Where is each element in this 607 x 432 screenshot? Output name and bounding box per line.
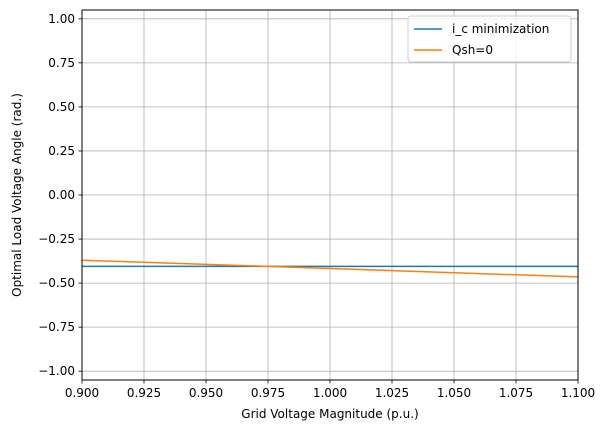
legend: i_c minimization Qsh=0 [407,15,572,63]
series-line-qsh-0 [81,259,579,278]
y-tick-label: −0.75 [38,320,75,334]
x-axis-ticks: 0.900 0.925 0.950 0.975 1.000 1.025 1.050 1.075… [65,380,595,400]
x-tick-label: 1.025 [375,386,409,400]
grid-lines [81,10,579,380]
x-tick-label: 0.900 [65,386,99,400]
y-tick-label: 0.25 [48,144,75,158]
y-tick-label: 0.50 [48,100,75,114]
y-axis-label: Optimal Load Voltage Angle (rad.) [10,93,24,297]
y-tick-label: −0.50 [38,276,75,290]
x-tick-label: 1.050 [437,386,471,400]
x-tick-label: 1.075 [499,386,533,400]
x-tick-label: 0.925 [127,386,161,400]
y-tick-label: 0.00 [48,188,75,202]
legend-box [407,15,572,63]
legend-label-qsh-0: Qsh=0 [452,43,493,57]
y-tick-label: 0.75 [48,56,75,70]
x-tick-label: 1.000 [313,386,347,400]
y-axis-ticks: −1.00 −0.75 −0.50 −0.25 0.00 0.25 0.50 0.75 1.00 [38,12,82,378]
y-tick-label: −1.00 [38,364,75,378]
x-tick-label: 0.950 [189,386,223,400]
y-tick-label: 1.00 [48,12,75,26]
y-tick-label: −0.25 [38,232,75,246]
x-tick-label: 1.100 [561,386,595,400]
series-lines [81,259,579,278]
x-axis-label: Grid Voltage Magnitude (p.u.) [241,407,418,421]
x-tick-label: 0.975 [251,386,285,400]
legend-label-i-c-minimization: i_c minimization [452,22,549,36]
